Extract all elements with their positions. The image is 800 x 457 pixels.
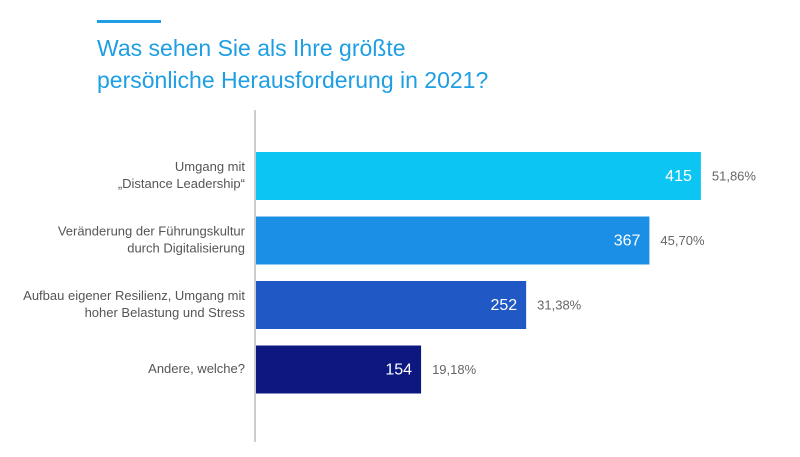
- chart-title: persönliche Herausforderung in 2021?: [97, 67, 488, 93]
- percent-label: 51,86%: [712, 168, 757, 183]
- category-label: Veränderung der Führungskultur: [58, 223, 246, 238]
- category-label: „Distance Leadership“: [118, 176, 245, 191]
- bar: [256, 216, 650, 265]
- value-label: 154: [385, 362, 412, 379]
- value-label: 252: [490, 297, 517, 314]
- percent-label: 45,70%: [660, 233, 705, 248]
- value-label: 367: [614, 233, 641, 250]
- category-label: durch Digitalisierung: [127, 240, 245, 255]
- percent-label: 31,38%: [537, 297, 582, 312]
- chart-title: Was sehen Sie als Ihre größte: [97, 35, 406, 61]
- bar: [256, 345, 422, 394]
- category-label: Umgang mit: [175, 159, 245, 174]
- bar: [256, 152, 701, 200]
- percent-label: 19,18%: [432, 362, 477, 377]
- accent-line: [97, 20, 161, 23]
- category-label: Aufbau eigener Resilienz, Umgang mit: [23, 288, 245, 303]
- category-label: Andere, welche?: [148, 361, 245, 376]
- bar: [256, 281, 527, 329]
- value-label: 415: [665, 168, 692, 185]
- category-label: hoher Belastung und Stress: [85, 305, 246, 320]
